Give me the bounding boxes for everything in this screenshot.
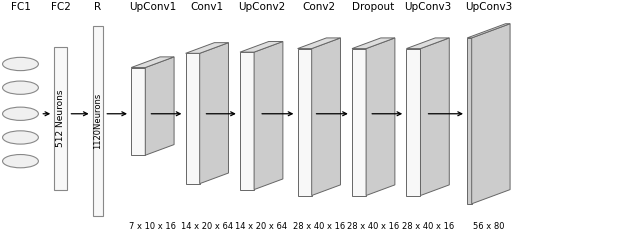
Polygon shape: [298, 38, 340, 49]
Polygon shape: [54, 47, 67, 190]
Polygon shape: [406, 38, 449, 49]
Polygon shape: [420, 38, 449, 196]
Text: 7 x 10 x 16: 7 x 10 x 16: [129, 222, 176, 231]
Text: R: R: [94, 2, 102, 12]
Text: UpConv2: UpConv2: [238, 2, 285, 12]
Text: 28 x 40 x 16: 28 x 40 x 16: [402, 222, 454, 231]
Text: FC1: FC1: [10, 2, 31, 12]
Polygon shape: [240, 52, 254, 190]
Text: Dropout: Dropout: [352, 2, 395, 12]
Polygon shape: [131, 68, 145, 155]
Polygon shape: [240, 41, 283, 52]
Text: 14 x 20 x 64: 14 x 20 x 64: [236, 222, 287, 231]
Polygon shape: [352, 49, 366, 196]
Circle shape: [3, 155, 38, 168]
Polygon shape: [145, 57, 174, 155]
Polygon shape: [298, 49, 312, 196]
Text: FC2: FC2: [51, 2, 71, 12]
Polygon shape: [352, 38, 395, 49]
Text: Conv2: Conv2: [303, 2, 335, 12]
Circle shape: [3, 107, 38, 120]
Polygon shape: [366, 38, 395, 196]
Text: 512 Neurons: 512 Neurons: [56, 90, 65, 147]
Text: UpConv3: UpConv3: [404, 2, 451, 12]
Polygon shape: [186, 53, 200, 184]
Text: 56 x 80: 56 x 80: [473, 222, 504, 231]
Circle shape: [3, 81, 38, 94]
Polygon shape: [254, 41, 283, 190]
Circle shape: [3, 57, 38, 71]
Polygon shape: [131, 57, 174, 68]
Text: 28 x 40 x 16: 28 x 40 x 16: [348, 222, 399, 231]
Polygon shape: [200, 43, 228, 184]
Polygon shape: [406, 49, 420, 196]
Text: 14 x 20 x 64: 14 x 20 x 64: [181, 222, 233, 231]
Polygon shape: [467, 38, 472, 204]
Polygon shape: [186, 43, 228, 53]
Circle shape: [3, 131, 38, 144]
Text: UpConv1: UpConv1: [129, 2, 176, 12]
Text: 1120Neurons: 1120Neurons: [93, 93, 102, 149]
Polygon shape: [467, 24, 510, 38]
Text: UpConv3: UpConv3: [465, 2, 512, 12]
Polygon shape: [93, 26, 103, 216]
Text: Conv1: Conv1: [191, 2, 223, 12]
Polygon shape: [312, 38, 340, 196]
Text: 28 x 40 x 16: 28 x 40 x 16: [293, 222, 345, 231]
Polygon shape: [472, 24, 510, 204]
